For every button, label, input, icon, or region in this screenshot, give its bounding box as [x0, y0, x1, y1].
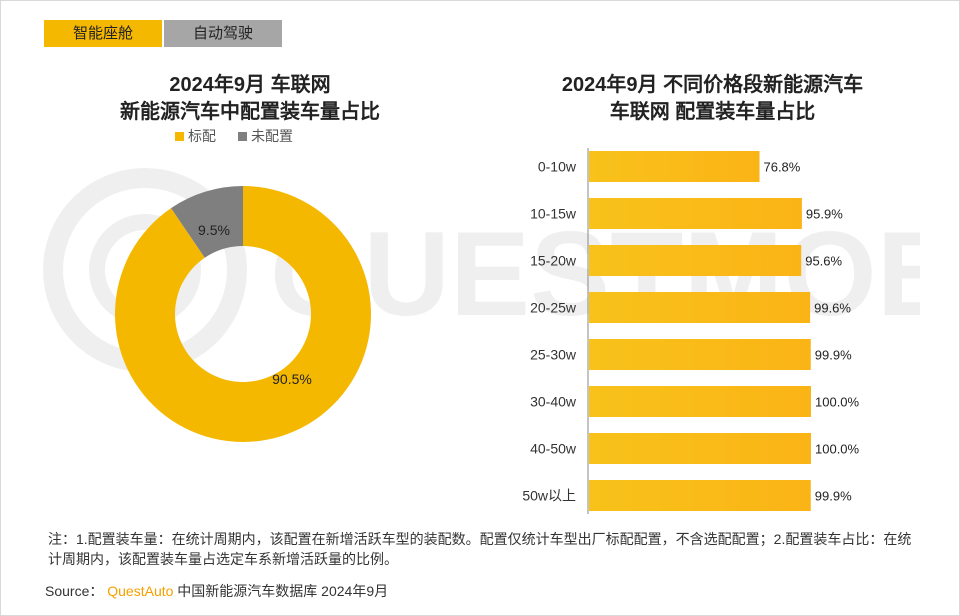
- bar-0: [589, 151, 760, 182]
- bar-value-label-2: 95.6%: [805, 254, 842, 269]
- bar-category-label-7: 50w以上: [522, 488, 576, 504]
- bar-3: [589, 292, 811, 323]
- bar-7: [589, 480, 811, 511]
- source-suffix: 中国新能源汽车数据库 2024年9月: [177, 583, 389, 599]
- bar-category-label-2: 15-20w: [530, 253, 577, 269]
- bar-6: [589, 433, 811, 464]
- legend-item-standard: 标配: [175, 126, 216, 146]
- donut-legend: 标配 未配置: [175, 127, 375, 145]
- footnote: 注：1.配置装车量：在统计周期内，该配置在新增活跃车型的装配数。配置仅统计车型出…: [48, 531, 912, 567]
- bar-category-label-0: 0-10w: [538, 159, 577, 175]
- legend-label-not-configured: 未配置: [251, 128, 293, 144]
- legend-swatch-not-configured: [238, 131, 247, 141]
- bar-chart-title: 2024年9月 不同价格段新能源汽车 车联网 配置装车量占比: [520, 72, 905, 126]
- bar-value-label-5: 100.0%: [815, 395, 860, 410]
- tab-smart-cockpit[interactable]: 智能座舱: [44, 20, 162, 47]
- bar-category-label-6: 40-50w: [530, 441, 577, 457]
- donut-slice-not-configured: [171, 186, 243, 258]
- bar-value-label-0: 76.8%: [763, 160, 800, 175]
- donut-title-line1: 2024年9月 车联网: [169, 74, 331, 96]
- bar-category-label-3: 20-25w: [530, 300, 577, 316]
- legend-label-standard: 标配: [188, 128, 216, 144]
- legend-item-not-configured: 未配置: [238, 126, 293, 146]
- bar-value-label-1: 95.9%: [806, 207, 843, 222]
- donut-label-standard: 90.5%: [272, 371, 312, 387]
- bar-category-label-5: 30-40w: [530, 394, 577, 410]
- bar-value-label-7: 99.9%: [815, 489, 852, 504]
- donut-slice-standard: [114, 186, 371, 442]
- bar-1: [589, 198, 802, 229]
- donut-title-line2: 新能源汽车中配置装车量占比: [120, 101, 380, 123]
- source-brand: QuestAuto: [107, 583, 174, 599]
- bar-value-label-3: 99.6%: [814, 301, 851, 316]
- bar-title-line2: 车联网 配置装车量占比: [609, 101, 816, 123]
- legend-swatch-standard: [175, 131, 184, 141]
- source-prefix: Source：: [45, 583, 104, 599]
- bar-5: [589, 386, 811, 417]
- bar-category-label-4: 25-30w: [530, 347, 577, 363]
- bar-value-label-6: 100.0%: [815, 442, 860, 457]
- bar-4: [589, 339, 811, 370]
- source-line: Source： QuestAuto 中国新能源汽车数据库 2024年9月: [45, 581, 388, 601]
- bar-title-line1: 2024年9月 不同价格段新能源汽车: [561, 74, 864, 96]
- donut-chart-title: 2024年9月 车联网 新能源汽车中配置装车量占比: [60, 72, 440, 126]
- bar-category-label-1: 10-15w: [530, 206, 577, 222]
- bar-value-label-4: 99.9%: [815, 348, 852, 363]
- bar-2: [589, 245, 802, 276]
- donut-label-not-configured: 9.5%: [198, 222, 230, 238]
- tab-autonomous-driving[interactable]: 自动驾驶: [164, 20, 282, 47]
